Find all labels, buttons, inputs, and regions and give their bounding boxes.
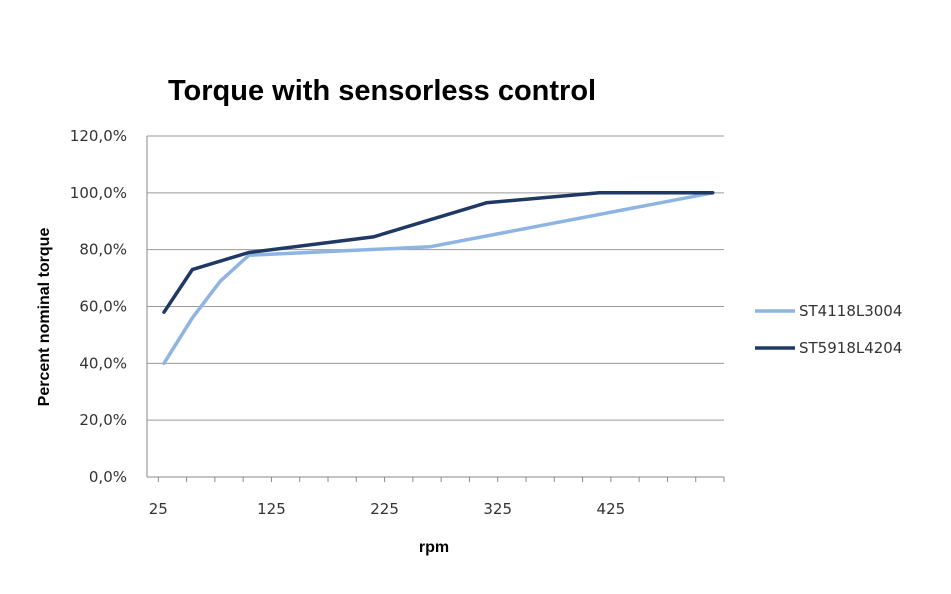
chart-title: Torque with sensorless control [168,75,596,107]
y-tick-label: 100,0% [70,184,127,202]
x-axis-label: rpm [419,539,449,556]
x-axis-ticks: 25 125 225 325 425 [149,500,625,518]
x-tick-label: 25 [149,500,168,518]
y-tick-label: 40,0% [79,354,127,372]
y-tick-label: 0,0% [89,468,127,486]
grid-lines [146,135,725,482]
x-tick-label: 325 [483,500,512,518]
x-tick-label: 225 [370,500,399,518]
y-axis-label: Percent nominal torque [36,228,53,407]
y-tick-label: 80,0% [79,241,127,259]
y-tick-label: 120,0% [70,127,127,145]
x-tick-label: 125 [257,500,286,518]
series-line-st4118l3004 [162,191,715,366]
series-lines [162,191,715,366]
legend: ST4118L3004 ST5918L4204 [755,302,902,357]
legend-label: ST5918L4204 [799,339,902,357]
y-tick-label: 20,0% [79,411,127,429]
y-axis-ticks: 0,0% 20,0% 40,0% 60,0% 80,0% 100,0% 120,0% [70,127,127,486]
legend-label: ST4118L3004 [799,302,902,320]
y-tick-label: 60,0% [79,298,127,316]
x-tick-label: 425 [597,500,626,518]
series-line-st5918l4204 [162,191,715,314]
